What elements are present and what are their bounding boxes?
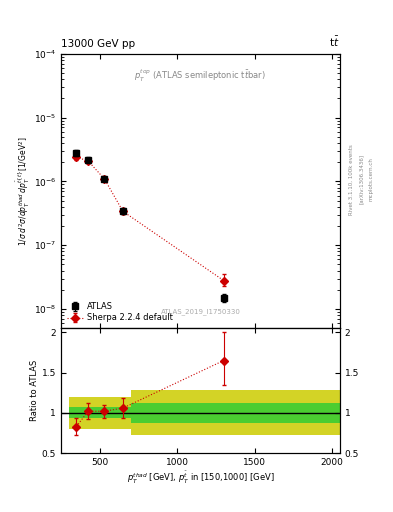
Text: $p_T^{top}$ (ATLAS semileptonic t$\bar{t}$bar): $p_T^{top}$ (ATLAS semileptonic t$\bar{t… [134, 68, 266, 84]
Y-axis label: $1/\sigma\,d^2\sigma/dp_T^{thad}\,dp_T^{\bar{t}\{t\}}[1/\mathrm{GeV}^2]$: $1/\sigma\,d^2\sigma/dp_T^{thad}\,dp_T^{… [15, 136, 32, 246]
Text: t$\bar{t}$: t$\bar{t}$ [329, 34, 340, 49]
Y-axis label: Ratio to ATLAS: Ratio to ATLAS [30, 360, 39, 421]
Text: [arXiv:1306.3436]: [arXiv:1306.3436] [359, 154, 364, 204]
Legend: ATLAS, Sherpa 2.2.4 default: ATLAS, Sherpa 2.2.4 default [65, 301, 174, 324]
X-axis label: $p_T^{thad}$ [GeV], $p_T^{\bar{t}}$ in [150,1000] [GeV]: $p_T^{thad}$ [GeV], $p_T^{\bar{t}}$ in [… [127, 470, 274, 486]
Text: 13000 GeV pp: 13000 GeV pp [61, 38, 135, 49]
Text: Rivet 3.1.10, 100k events: Rivet 3.1.10, 100k events [349, 144, 354, 215]
Text: mcplots.cern.ch: mcplots.cern.ch [369, 157, 374, 201]
Text: ATLAS_2019_I1750330: ATLAS_2019_I1750330 [160, 308, 241, 314]
